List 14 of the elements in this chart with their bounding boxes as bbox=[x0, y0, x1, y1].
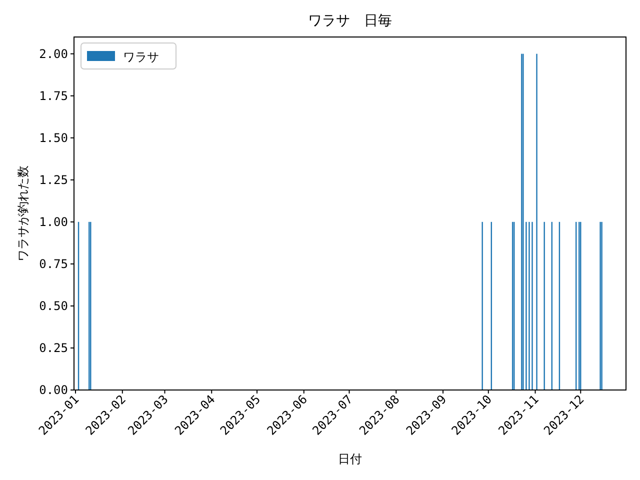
y-tick-label: 0.25 bbox=[39, 340, 68, 355]
y-tick-label: 1.00 bbox=[39, 214, 68, 229]
y-tick-label: 0.50 bbox=[39, 298, 68, 313]
y-tick-label: 0.00 bbox=[39, 383, 68, 397]
y-tick-label: 2.00 bbox=[39, 46, 68, 61]
y-axis-title: ワラサが釣れた数 bbox=[16, 166, 30, 262]
legend-label: ワラサ bbox=[123, 50, 159, 64]
legend: ワラサ bbox=[80, 42, 176, 70]
y-tick-label: 0.75 bbox=[39, 256, 68, 271]
y-tick-label: 1.25 bbox=[39, 172, 68, 187]
chart-title: ワラサ 日毎 bbox=[308, 13, 392, 29]
y-tick-label: 1.50 bbox=[39, 130, 68, 145]
y-tick-label: 1.75 bbox=[39, 88, 68, 103]
x-axis-title: 日付 bbox=[338, 452, 362, 466]
